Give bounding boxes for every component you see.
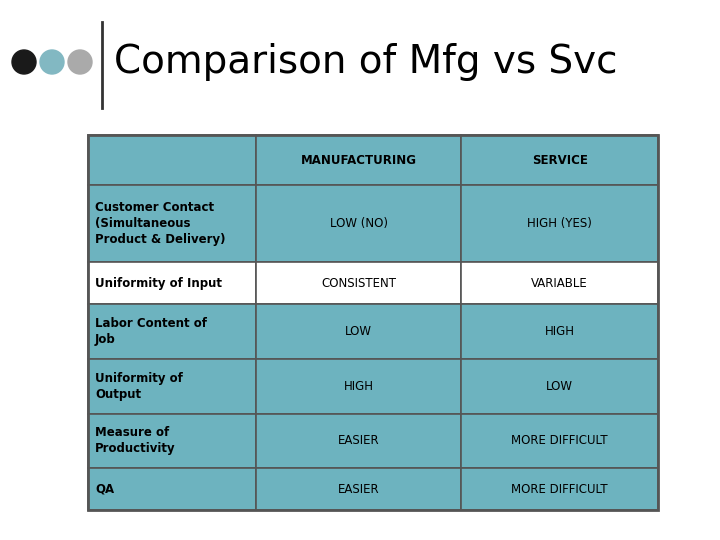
Bar (462, 135, 658, 185)
Text: VARIABLE: VARIABLE (531, 276, 588, 289)
Text: EASIER: EASIER (338, 434, 379, 448)
Text: EASIER: EASIER (338, 483, 379, 496)
Bar (88, 135, 658, 510)
Text: MORE DIFFICULT: MORE DIFFICULT (511, 483, 608, 496)
Bar (88, 359, 256, 414)
Bar (256, 262, 462, 304)
Text: SERVICE: SERVICE (532, 154, 588, 167)
Text: HIGH: HIGH (343, 380, 374, 393)
Bar (462, 304, 658, 359)
Circle shape (40, 50, 64, 74)
Text: HIGH: HIGH (544, 325, 575, 338)
Text: Comparison of Mfg vs Svc: Comparison of Mfg vs Svc (114, 43, 618, 81)
Text: HIGH (YES): HIGH (YES) (527, 217, 592, 231)
Text: LOW: LOW (546, 380, 573, 393)
Text: Uniformity of
Output: Uniformity of Output (95, 372, 183, 401)
Text: CONSISTENT: CONSISTENT (321, 276, 396, 289)
Text: LOW (NO): LOW (NO) (330, 217, 388, 231)
Circle shape (68, 50, 92, 74)
Text: Uniformity of Input: Uniformity of Input (95, 276, 222, 289)
Bar (256, 185, 462, 262)
Bar (88, 304, 256, 359)
Bar (88, 468, 256, 510)
Bar (88, 135, 256, 185)
Text: Measure of
Productivity: Measure of Productivity (95, 427, 176, 455)
Text: QA: QA (95, 483, 114, 496)
Circle shape (12, 50, 36, 74)
Bar (256, 468, 462, 510)
Text: MANUFACTURING: MANUFACTURING (301, 154, 417, 167)
Bar (462, 262, 658, 304)
Bar (256, 135, 462, 185)
Bar (462, 359, 658, 414)
Bar (88, 185, 256, 262)
Bar (256, 414, 462, 468)
Text: LOW: LOW (346, 325, 372, 338)
Text: MORE DIFFICULT: MORE DIFFICULT (511, 434, 608, 448)
Bar (462, 468, 658, 510)
Bar (256, 359, 462, 414)
Text: Labor Content of
Job: Labor Content of Job (95, 317, 207, 346)
Bar (256, 304, 462, 359)
Bar (462, 414, 658, 468)
Text: Customer Contact
(Simultaneous
Product & Delivery): Customer Contact (Simultaneous Product &… (95, 201, 225, 246)
Bar (88, 414, 256, 468)
Bar (88, 262, 256, 304)
Bar (462, 185, 658, 262)
